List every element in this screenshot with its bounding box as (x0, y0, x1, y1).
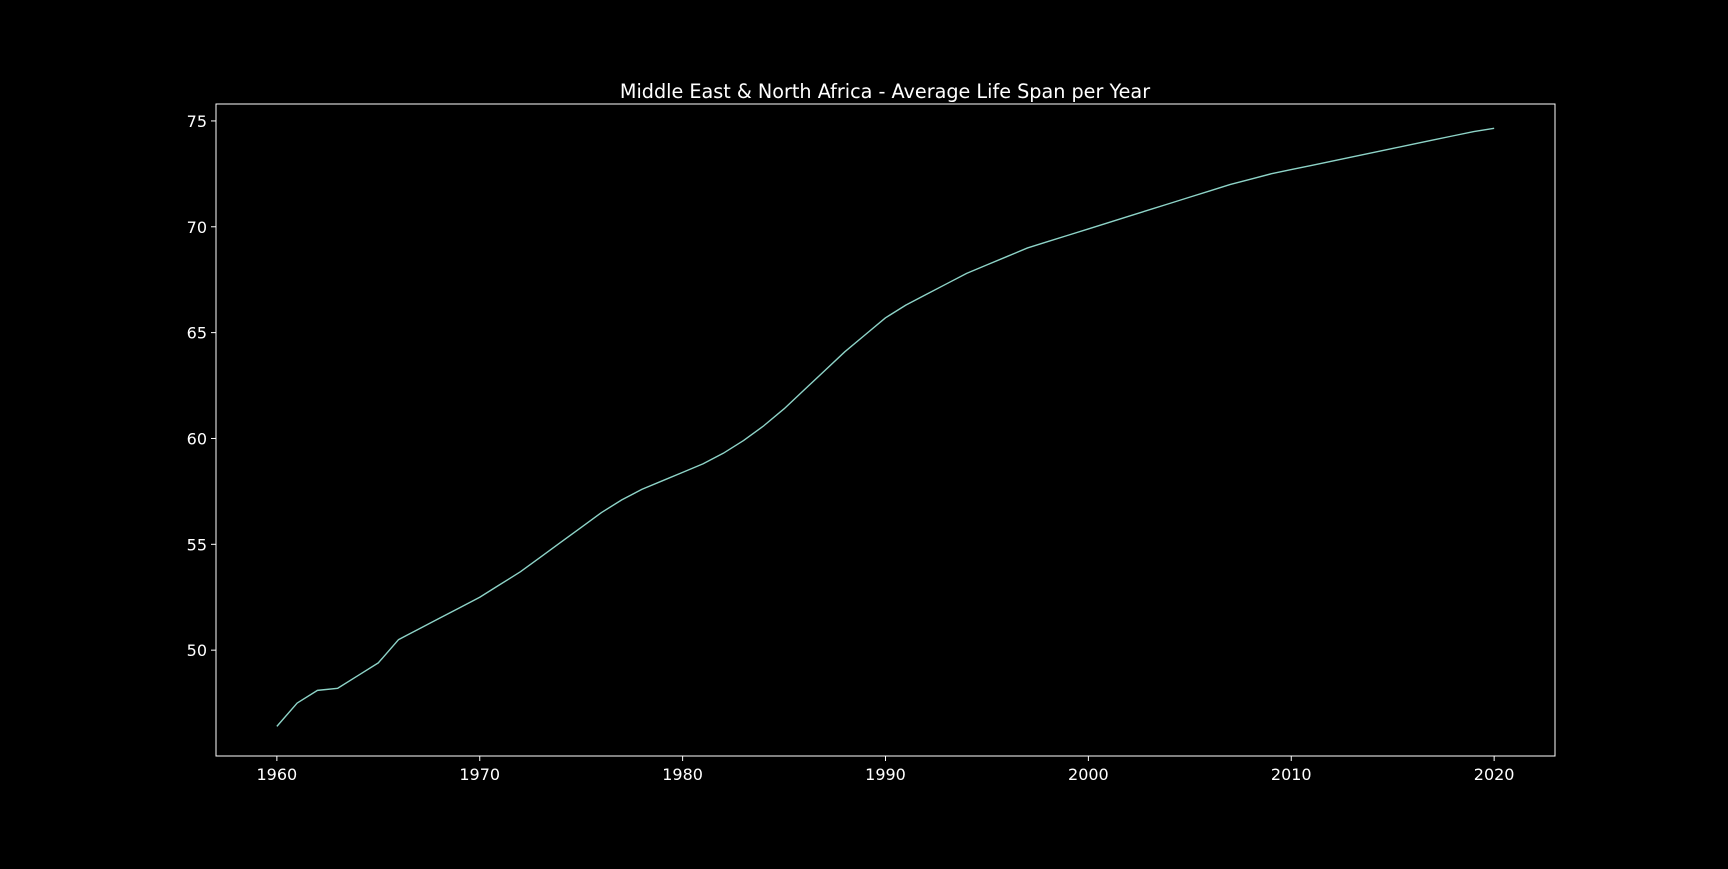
series-line (276, 127, 1495, 727)
chart-title: Middle East & North Africa - Average Lif… (620, 80, 1150, 103)
x-tick-label: 2020 (1474, 765, 1515, 784)
x-tick-label: 2000 (1068, 765, 1109, 784)
y-tick-label: 60 (187, 429, 207, 448)
x-tick-label: 1960 (257, 765, 298, 784)
x-tick-label: 1970 (459, 765, 500, 784)
y-tick-label: 55 (187, 535, 207, 554)
x-tick-label: 1990 (865, 765, 906, 784)
x-tick-label: 1980 (662, 765, 703, 784)
y-tick-label: 70 (187, 218, 207, 237)
x-tick-label: 2010 (1271, 765, 1312, 784)
y-tick-label: 75 (187, 112, 207, 131)
y-tick-label: 65 (187, 324, 207, 343)
plot-area: 1960 1970 1980 1990 2000 2010 2020 50 55 60 65 70 75 (187, 103, 1556, 784)
y-tick-label: 50 (187, 641, 207, 660)
